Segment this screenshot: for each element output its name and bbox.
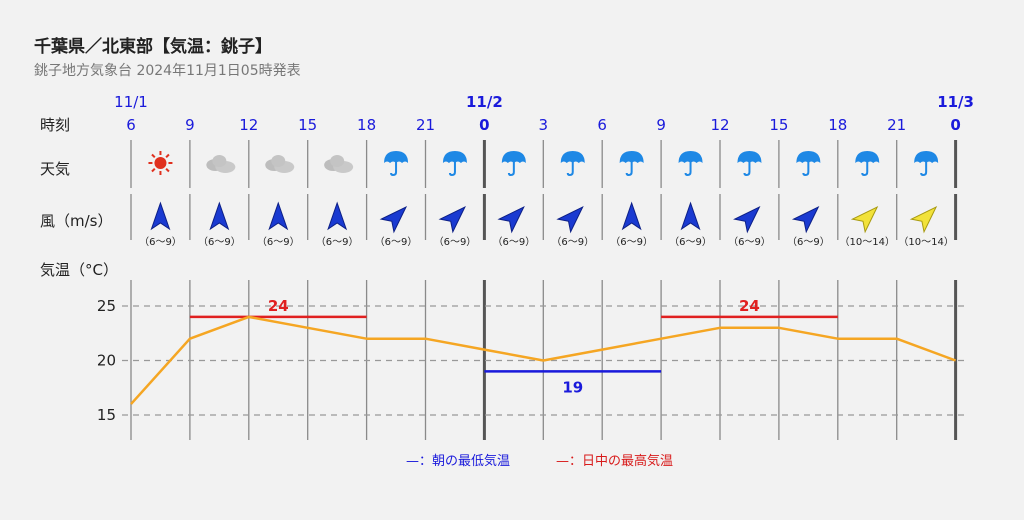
wind-arrow-icon [556,206,584,234]
cloud-icon [265,155,295,173]
hour-label: 18 [828,116,847,134]
min-temp-label: 19 [562,378,583,396]
umbrella-icon [737,151,762,177]
y-tick-label: 15 [97,406,116,424]
legend-max-temp: —：日中の最高気温 [556,454,674,469]
hour-label: 9 [656,116,666,134]
umbrella-icon [619,151,644,177]
legend-min-temp: —：朝の最低気温 [406,454,511,469]
hour-label: 21 [887,116,906,134]
wind-arrow-icon [150,201,171,231]
umbrella-icon [678,151,703,177]
wind-arrow-icon [209,201,230,231]
wind-speed-label: （6〜9） [669,236,712,248]
wind-arrow-icon [733,206,761,234]
umbrella-icon [560,151,585,177]
date-label: 11/2 [466,93,503,111]
wind-speed-label: （6〜9） [257,236,300,248]
date-label: 11/1 [114,93,148,111]
time-row-label: 時刻 [40,116,71,134]
hour-label: 15 [298,116,317,134]
weather-row-label: 天気 [40,160,71,178]
hour-label: 15 [769,116,788,134]
hour-label: 0 [950,116,960,134]
wind-speed-label: （6〜9） [728,236,771,248]
max-temp-label: 24 [739,297,760,315]
wind-speed-label: （6〜9） [551,236,594,248]
wind-speed-label: （6〜9） [375,236,418,248]
umbrella-icon [442,151,467,177]
wind-speed-label: （6〜9） [787,236,830,248]
hour-label: 18 [357,116,376,134]
cloud-icon [206,155,236,173]
date-label: 11/3 [937,93,974,111]
wind-arrow-icon [379,206,408,234]
wind-arrow-icon [850,206,879,234]
hour-label: 12 [239,116,258,134]
wind-speed-label: （6〜9） [316,236,359,248]
wind-arrow-icon [680,201,701,231]
hour-label: 6 [126,116,136,134]
umbrella-icon [914,151,939,177]
page-subtitle: 銚子地方気象台 2024年11月1日05時発表 [34,63,301,79]
wind-speed-label: （6〜9） [610,236,653,248]
wind-speed-label: （10〜14） [898,236,953,248]
wind-arrow-icon [621,201,642,231]
y-tick-label: 25 [97,297,116,315]
wind-speed-label: （6〜9） [198,236,241,248]
wind-speed-label: （6〜9） [492,236,535,248]
sun-icon [148,151,173,175]
cloud-icon [324,155,354,173]
hour-label: 3 [539,116,549,134]
wind-speed-label: （6〜9） [434,236,477,248]
wind-arrow-icon [497,206,525,234]
hour-label: 6 [597,116,607,134]
hour-label: 21 [416,116,435,134]
umbrella-icon [501,151,526,177]
hour-label: 12 [710,116,729,134]
max-temp-label: 24 [268,297,289,315]
page-title: 千葉県／北東部【気温：銚子】 [34,37,272,57]
hour-label: 9 [185,116,195,134]
umbrella-icon [384,151,409,177]
temperature-line [130,315,957,405]
wind-speed-label: （10〜14） [840,236,895,248]
temp-row-label: 気温（°C） [40,261,118,279]
y-tick-label: 20 [97,352,116,370]
umbrella-icon [796,151,821,177]
umbrella-icon [855,151,880,177]
wind-speed-label: （6〜9） [139,236,182,248]
hour-label: 0 [479,116,489,134]
wind-row-label: 風（m/s） [40,212,113,230]
wind-arrow-icon [268,201,289,231]
wind-arrow-icon [909,206,938,234]
wind-arrow-icon [791,206,820,234]
wind-arrow-icon [327,201,348,231]
wind-arrow-icon [438,206,466,234]
